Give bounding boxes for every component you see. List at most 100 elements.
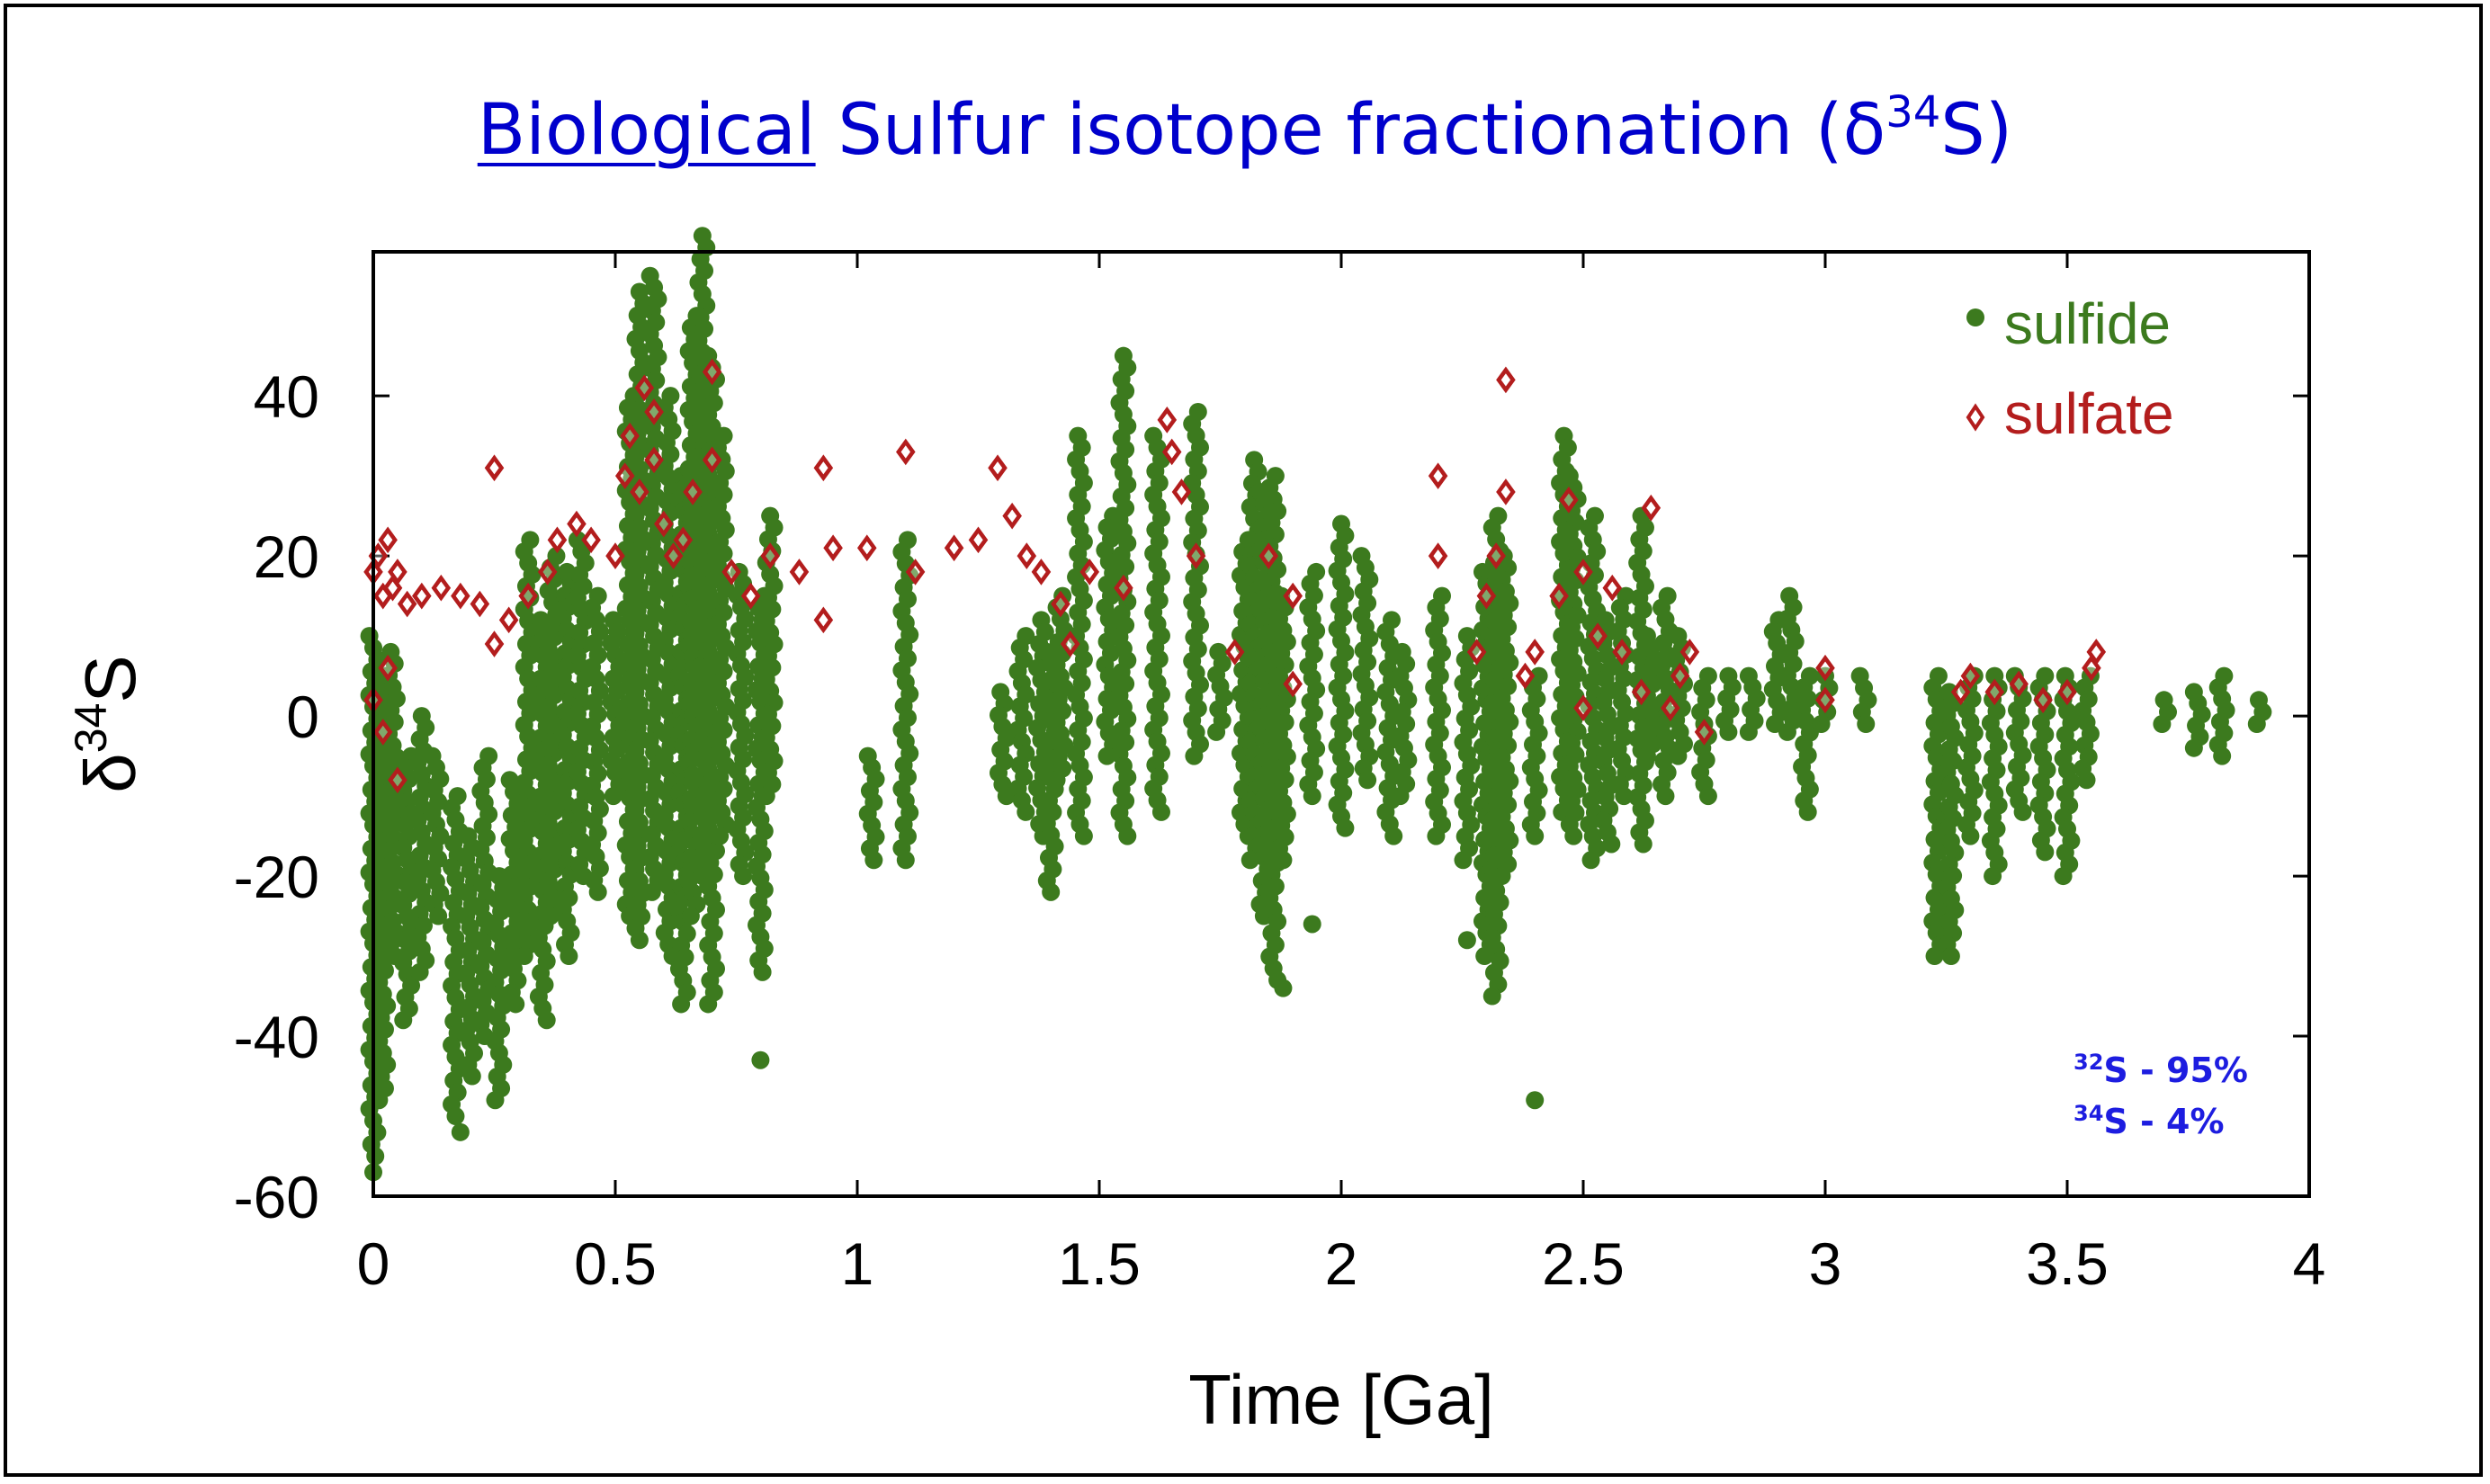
sulfate-point: [740, 582, 761, 610]
isotope-note-34: 34S - 4%: [2074, 1102, 2225, 1141]
sulfate-point: [1079, 559, 1100, 586]
sulfate-point: [470, 590, 490, 618]
sulfide-point: [2036, 843, 2055, 862]
sulfate-point: [1984, 678, 2005, 706]
title-end: S): [1940, 90, 2013, 171]
sulfate-point: [644, 398, 664, 425]
sulfate-point: [1573, 694, 1593, 722]
isotope-note-32: 32S - 95%: [2074, 1050, 2248, 1090]
sulfate-point: [905, 559, 926, 586]
sulfide-point: [1634, 835, 1653, 854]
sulfate-point: [896, 438, 916, 466]
sulfate-point: [1815, 654, 1835, 682]
sulfate-point: [813, 454, 834, 482]
sulfate-point: [1466, 639, 1487, 666]
sulfide-point: [1656, 787, 1675, 806]
sulfide-point: [2153, 715, 2172, 733]
sulfide-point: [757, 787, 775, 806]
sulfide-point: [1778, 722, 1796, 741]
sulfide-point: [394, 1011, 413, 1030]
title-rest: Sulfur isotope fractionation (δ: [815, 90, 1886, 171]
sulfide-point: [896, 851, 915, 870]
x-tick-label: 2.5: [1542, 1230, 1625, 1297]
x-tick-label: 1: [841, 1230, 874, 1297]
sulfate-point: [1258, 542, 1279, 569]
sulfide-point: [451, 1122, 470, 1141]
sulfate-point: [1002, 502, 1022, 530]
sulfate-point: [1161, 438, 1182, 466]
sulfide-point: [1482, 987, 1501, 1006]
sulfide-point: [1698, 787, 1717, 806]
sulfate-point: [484, 454, 505, 482]
sulfate-point: [630, 478, 649, 505]
y-tick-label: -40: [234, 1004, 319, 1070]
sulfate-point: [498, 606, 519, 634]
sulfate-point: [1694, 719, 1715, 746]
sulfide-point: [1941, 947, 1960, 966]
sulfide-point: [1961, 827, 1980, 845]
sulfide-point: [1581, 851, 1600, 870]
isotope-text-32: S - 95%: [2103, 1050, 2248, 1090]
sulfide-point: [1207, 722, 1226, 741]
isotope-mass-34: 34: [2074, 1101, 2104, 1126]
sulfide-point: [1925, 947, 1944, 966]
sulfide-point: [1391, 787, 1410, 806]
x-tick-label: 0: [357, 1230, 390, 1297]
sulfate-point: [1486, 542, 1506, 569]
sulfate-point: [1283, 670, 1303, 698]
sulfide-point: [711, 827, 730, 845]
sulfate-point: [1114, 574, 1133, 602]
sulfide-point: [537, 1011, 556, 1030]
sulfate-point: [1631, 678, 1652, 706]
sulfide-point: [429, 907, 448, 925]
sulfate-point: [1588, 622, 1608, 649]
sulfide-point: [672, 995, 691, 1014]
sulfate-point: [412, 582, 432, 610]
sulfide-point: [1492, 867, 1511, 886]
sulfate-point: [644, 446, 664, 474]
sulfate-point: [388, 559, 408, 586]
sulfide-point: [1637, 746, 1656, 765]
sulfate-point: [634, 374, 655, 402]
sulfate-point: [2086, 639, 2107, 666]
sulfide-point: [1074, 827, 1093, 845]
sulfide-point: [681, 907, 700, 925]
sulfate-point: [451, 582, 470, 610]
x-tick-labels: 0 0.5 1 1.5 2 2.5 3 3.5 4: [357, 1230, 2326, 1297]
sulfate-point: [1476, 582, 1497, 610]
sulfide-point: [2077, 771, 2096, 790]
sulfide-point: [2013, 802, 2032, 821]
sulfate-point: [1602, 574, 1623, 602]
sulfate-point: [1017, 542, 1037, 569]
sulfate-point: [1496, 478, 1516, 505]
sulfate-point: [1031, 559, 1052, 586]
sulfide-point: [1017, 802, 1035, 821]
isotope-mass-32: 32: [2074, 1050, 2104, 1075]
svg-text:δ34S: δ34S: [66, 655, 150, 793]
sulfide-point: [1812, 715, 1831, 733]
legend-sulfate-label: sulfate: [2004, 381, 2174, 446]
plot-area-frame: [372, 250, 2311, 1198]
sulfide-point: [1984, 867, 2002, 886]
sulfide-point: [1042, 882, 1061, 901]
sulfate-point: [605, 542, 625, 569]
sulfate-point: [988, 454, 1008, 482]
sulfide-point: [2054, 867, 2073, 886]
sulfate-point: [663, 542, 684, 569]
sulfide-point: [1241, 851, 1259, 870]
sulfide-point: [486, 1091, 505, 1110]
sulfide-point: [1303, 915, 1321, 934]
x-axis-label: Time [Ga]: [1188, 1360, 1494, 1439]
sulfide-point: [1185, 746, 1204, 765]
sulfide-point: [642, 882, 661, 901]
sulfate-point: [1186, 542, 1206, 569]
sulfate-point: [1051, 590, 1070, 618]
sulfate-point: [1060, 630, 1080, 657]
x-tick-label: 3: [1809, 1230, 1842, 1297]
sulfate-point: [1670, 662, 1690, 690]
y-tick-label: 20: [254, 523, 319, 590]
sulfide-point: [446, 1107, 465, 1126]
title-underlined-word: Biological: [477, 90, 816, 171]
y-tick-labels: 40 20 0 -20 -40 -60: [234, 363, 319, 1230]
x-tick-label: 2: [1325, 1230, 1358, 1297]
